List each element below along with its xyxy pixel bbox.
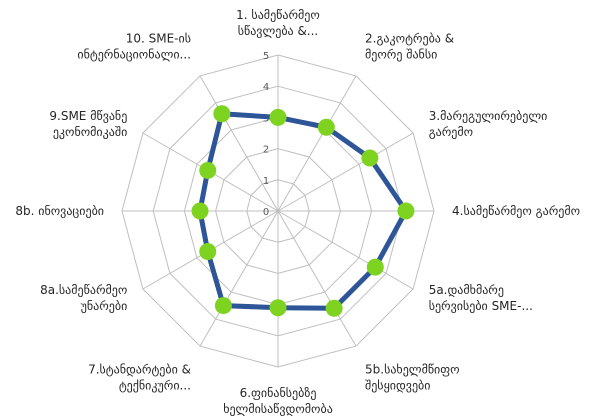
category-label-12: 10. SME-ის ინტერნაციონალი... bbox=[77, 31, 191, 61]
category-label-line: 6.ფინანსებზე bbox=[240, 386, 317, 400]
category-label-7: 6.ფინანსებზე ხელმისაწვდომობა bbox=[223, 386, 333, 416]
category-label-6: 5b.სახელმწიფო შესყიდვები bbox=[365, 363, 460, 393]
data-point-1 bbox=[269, 108, 287, 126]
spoke-5 bbox=[277, 210, 414, 290]
category-label-line: 1. სამეწარმეო bbox=[236, 8, 320, 22]
category-label-line: ინტერნაციონალი... bbox=[77, 47, 191, 61]
data-point-12 bbox=[213, 105, 231, 123]
category-label-4: 4.სამეწარმეო გარემო bbox=[452, 204, 580, 218]
tick-label-5: 5 bbox=[263, 51, 269, 62]
series bbox=[191, 105, 415, 317]
category-label-line: 5a.დამხმარე bbox=[429, 283, 504, 297]
category-label-8: 7.სტანდარტები & ტექნიკური... bbox=[88, 363, 191, 393]
spoke-12 bbox=[199, 75, 279, 212]
data-point-8 bbox=[214, 297, 232, 315]
data-point-7 bbox=[269, 299, 287, 317]
category-label-5: 5a.დამხმარე სერვისები SME-... bbox=[429, 283, 533, 313]
category-label-1: 1. სამეწარმეო სწავლება &... bbox=[236, 8, 320, 38]
spoke-6 bbox=[277, 210, 357, 347]
category-label-line: ხელმისაწვდომობა bbox=[223, 402, 333, 416]
data-point-4 bbox=[397, 202, 415, 220]
category-label-line: 2.გაკოტრება & bbox=[365, 31, 454, 45]
grid bbox=[121, 54, 435, 368]
category-label-2: 2.გაკოტრება & მეორე შანსი bbox=[365, 31, 454, 61]
data-point-10 bbox=[191, 202, 209, 220]
category-label-line: 3.მარეგულირებელი bbox=[429, 109, 548, 123]
category-label-line: 7.სტანდარტები & bbox=[88, 363, 191, 377]
data-point-2 bbox=[317, 118, 335, 136]
category-label-line: ეკონომიკაში bbox=[53, 125, 127, 139]
category-label-line: გარემო bbox=[429, 125, 473, 139]
data-point-3 bbox=[361, 149, 379, 167]
category-label-line: 5b.სახელმწიფო bbox=[365, 363, 460, 377]
data-point-9 bbox=[199, 243, 217, 261]
category-label-line: უნარები bbox=[81, 299, 128, 313]
category-label-3: 3.მარეგულირებელი გარემო bbox=[429, 109, 548, 139]
category-label-line: სერვისები SME-... bbox=[429, 299, 533, 313]
category-label-line: სწავლება &... bbox=[238, 24, 319, 38]
data-point-5 bbox=[366, 258, 384, 276]
category-label-9: 8a.სამეწარმეო უნარები bbox=[40, 283, 127, 313]
tick-label-2: 2 bbox=[263, 145, 269, 156]
category-label-line: 10. SME-ის bbox=[126, 31, 191, 45]
category-labels: 1. სამეწარმეო სწავლება &... 2.გაკოტრება & მ… bbox=[15, 8, 580, 416]
category-label-10: 8b. ინოვაციები bbox=[15, 204, 104, 218]
category-label-line: 9.SME მწვანე bbox=[49, 109, 127, 123]
category-label-line: 4.სამეწარმეო გარემო bbox=[452, 204, 580, 218]
spoke-3 bbox=[277, 132, 414, 212]
data-point-11 bbox=[199, 161, 217, 179]
category-label-line: 8a.სამეწარმეო bbox=[40, 283, 127, 297]
spoke-2 bbox=[277, 75, 357, 212]
category-label-line: 8b. ინოვაციები bbox=[15, 204, 104, 218]
category-label-line: მეორე შანსი bbox=[365, 47, 437, 61]
category-label-line: შესყიდვები bbox=[365, 379, 430, 393]
category-label-line: ტექნიკური... bbox=[119, 379, 191, 393]
category-label-11: 9.SME მწვანე ეკონომიკაში bbox=[49, 109, 127, 139]
tick-label-0: 0 bbox=[263, 207, 269, 218]
tick-label-1: 1 bbox=[263, 176, 269, 187]
tick-label-4: 4 bbox=[263, 82, 269, 93]
spoke-8 bbox=[199, 210, 279, 347]
data-point-6 bbox=[325, 299, 343, 317]
